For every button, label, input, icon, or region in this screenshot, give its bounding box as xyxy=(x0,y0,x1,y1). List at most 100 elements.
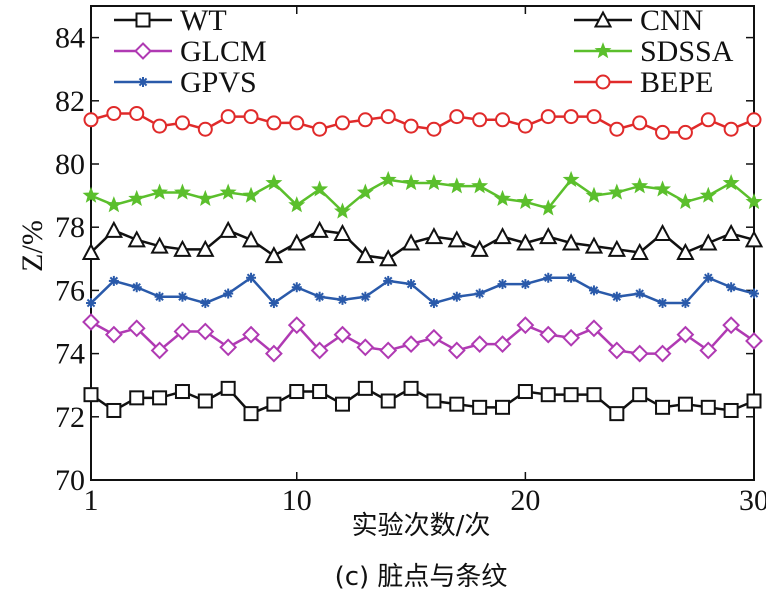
data-point-sdssa xyxy=(379,170,397,188)
data-point-glcm xyxy=(287,316,306,335)
data-point-cnn xyxy=(379,249,398,267)
data-point-gpvs xyxy=(360,291,371,302)
chart-legend: WT CNN GLCM SDSSA GPVS BEPE xyxy=(114,4,734,99)
data-point-glcm xyxy=(333,325,352,344)
series-cnn xyxy=(81,220,764,267)
data-point-glcm xyxy=(493,335,512,354)
data-point-cnn xyxy=(470,239,489,257)
data-point-sdssa xyxy=(448,177,466,194)
chart-axes: 70 72 74 76 78 80 82 84 1 10 20 30 xyxy=(55,5,766,517)
data-point-gpvs xyxy=(246,272,257,283)
data-point-bepe xyxy=(243,109,259,125)
data-point-cnn xyxy=(241,230,261,248)
data-point-sdssa xyxy=(219,183,237,200)
series-line-glcm xyxy=(90,320,755,355)
series-wt xyxy=(83,380,762,422)
data-point-bepe xyxy=(655,124,671,140)
y-tick-label: 80 xyxy=(55,148,85,181)
legend-item-wt: WT xyxy=(114,4,227,37)
data-point-cnn xyxy=(607,239,626,257)
data-point-gpvs xyxy=(223,288,234,299)
data-point-gpvs xyxy=(611,291,622,302)
data-point-sdssa xyxy=(745,193,763,210)
data-point-bepe xyxy=(220,109,236,125)
legend-marker xyxy=(595,74,611,90)
data-point-cnn xyxy=(699,233,718,251)
data-point-bepe xyxy=(106,105,122,121)
data-point-cnn xyxy=(630,242,649,260)
y-tick-label: 78 xyxy=(55,211,85,244)
series-line-sdssa xyxy=(90,178,755,213)
data-point-glcm xyxy=(242,325,260,344)
legend-item-bepe: BEPE xyxy=(574,66,713,99)
data-point-sdssa xyxy=(631,177,649,194)
data-point-cnn xyxy=(516,233,535,251)
data-point-gpvs xyxy=(314,291,325,302)
data-point-sdssa xyxy=(699,186,717,203)
data-point-bepe xyxy=(312,121,328,137)
data-point-sdssa xyxy=(356,183,374,200)
data-point-cnn xyxy=(744,230,764,248)
data-point-cnn xyxy=(150,236,169,254)
data-point-gpvs xyxy=(108,275,119,286)
data-point-wt xyxy=(266,396,282,412)
data-point-wt xyxy=(334,396,350,412)
data-point-glcm xyxy=(219,338,238,357)
data-point-gpvs xyxy=(566,272,577,283)
data-point-bepe xyxy=(266,115,282,131)
data-point-glcm xyxy=(745,332,763,350)
data-point-sdssa xyxy=(676,193,694,210)
series-line-cnn xyxy=(90,229,755,261)
data-point-sdssa xyxy=(425,174,443,191)
data-point-wt xyxy=(449,396,465,412)
legend-label: CNN xyxy=(640,4,703,37)
data-point-cnn xyxy=(584,236,604,254)
x-tick-label: 10 xyxy=(282,484,312,517)
data-point-wt xyxy=(586,387,602,403)
data-point-sdssa xyxy=(402,174,420,191)
data-point-gpvs xyxy=(703,272,714,283)
data-point-wt xyxy=(197,393,213,409)
data-point-bepe xyxy=(563,109,579,125)
data-point-bepe xyxy=(586,109,602,125)
data-point-wt xyxy=(106,402,122,418)
data-point-sdssa xyxy=(265,174,283,191)
data-point-sdssa xyxy=(722,174,740,191)
data-point-bepe xyxy=(677,124,693,140)
y-tick-label: 74 xyxy=(55,338,85,371)
data-point-cnn xyxy=(333,223,352,242)
data-point-bepe xyxy=(495,112,511,128)
data-point-gpvs xyxy=(634,288,645,299)
data-point-glcm xyxy=(585,319,603,338)
data-point-wt xyxy=(632,387,648,403)
data-point-cnn xyxy=(721,223,741,242)
legend-marker xyxy=(593,10,613,28)
data-point-sdssa xyxy=(516,193,534,210)
data-point-gpvs xyxy=(680,298,691,309)
y-tick-label: 76 xyxy=(55,274,85,307)
data-point-sdssa xyxy=(311,180,329,197)
data-point-bepe xyxy=(380,109,396,125)
data-point-wt xyxy=(129,390,145,406)
data-point-sdssa xyxy=(82,186,100,203)
data-point-wt xyxy=(403,380,419,396)
data-point-cnn xyxy=(676,242,695,260)
y-axis-label: Z/% xyxy=(16,220,49,272)
data-point-sdssa xyxy=(654,180,672,197)
data-point-bepe xyxy=(723,121,739,137)
legend-label: GPVS xyxy=(180,66,257,99)
data-point-glcm xyxy=(356,338,375,357)
data-point-gpvs xyxy=(497,279,508,290)
data-point-glcm xyxy=(607,341,626,360)
data-point-sdssa xyxy=(288,196,306,213)
data-point-gpvs xyxy=(474,288,485,299)
series-line-bepe xyxy=(90,112,755,134)
data-point-gpvs xyxy=(657,298,668,309)
data-point-cnn xyxy=(104,220,124,238)
data-point-glcm xyxy=(516,316,535,335)
data-point-sdssa xyxy=(585,186,603,203)
data-point-gpvs xyxy=(726,282,737,293)
x-tick-label: 30 xyxy=(739,484,766,517)
data-point-gpvs xyxy=(749,288,759,299)
data-point-bepe xyxy=(152,118,168,134)
